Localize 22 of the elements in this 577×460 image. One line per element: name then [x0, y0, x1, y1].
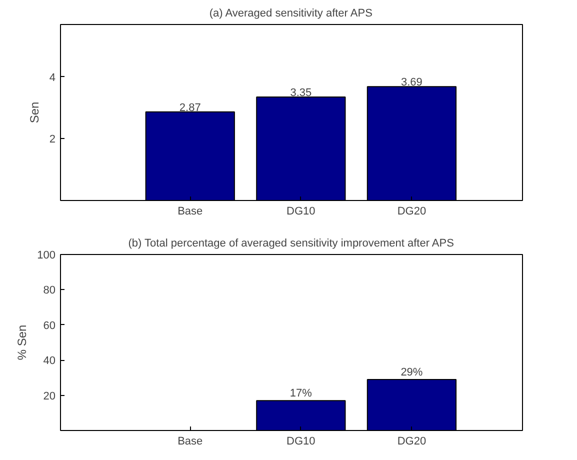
- chart-title: (b) Total percentage of averaged sensitivity improvement after APS: [128, 238, 454, 250]
- y-tick-label: 20: [43, 390, 56, 402]
- y-tick-label: 80: [43, 284, 56, 297]
- x-tick-label: Base: [178, 436, 203, 448]
- y-tick-label: 40: [43, 355, 56, 368]
- chart-title: (a) Averaged sensitivity after APS: [209, 8, 372, 20]
- y-tick-label: 2: [49, 134, 56, 146]
- data-label: 2.87: [179, 102, 201, 114]
- y-tick-label: 4: [49, 72, 56, 84]
- y-tick-label: 60: [43, 320, 56, 332]
- data-label: 3.35: [290, 87, 312, 100]
- data-label: 3.69: [401, 76, 422, 89]
- data-label: 17%: [290, 388, 312, 400]
- y-axis-title: Sen: [27, 102, 42, 124]
- x-tick-label: Base: [178, 206, 203, 218]
- x-tick-label: DG20: [397, 436, 426, 448]
- x-tick-label: DG20: [397, 206, 426, 218]
- x-tick-label: DG10: [286, 436, 316, 448]
- data-label: 29%: [400, 366, 423, 378]
- y-axis-title: % Sen: [15, 324, 30, 360]
- y-tick-label: 100: [37, 250, 56, 262]
- x-tick-label: DG10: [286, 206, 316, 218]
